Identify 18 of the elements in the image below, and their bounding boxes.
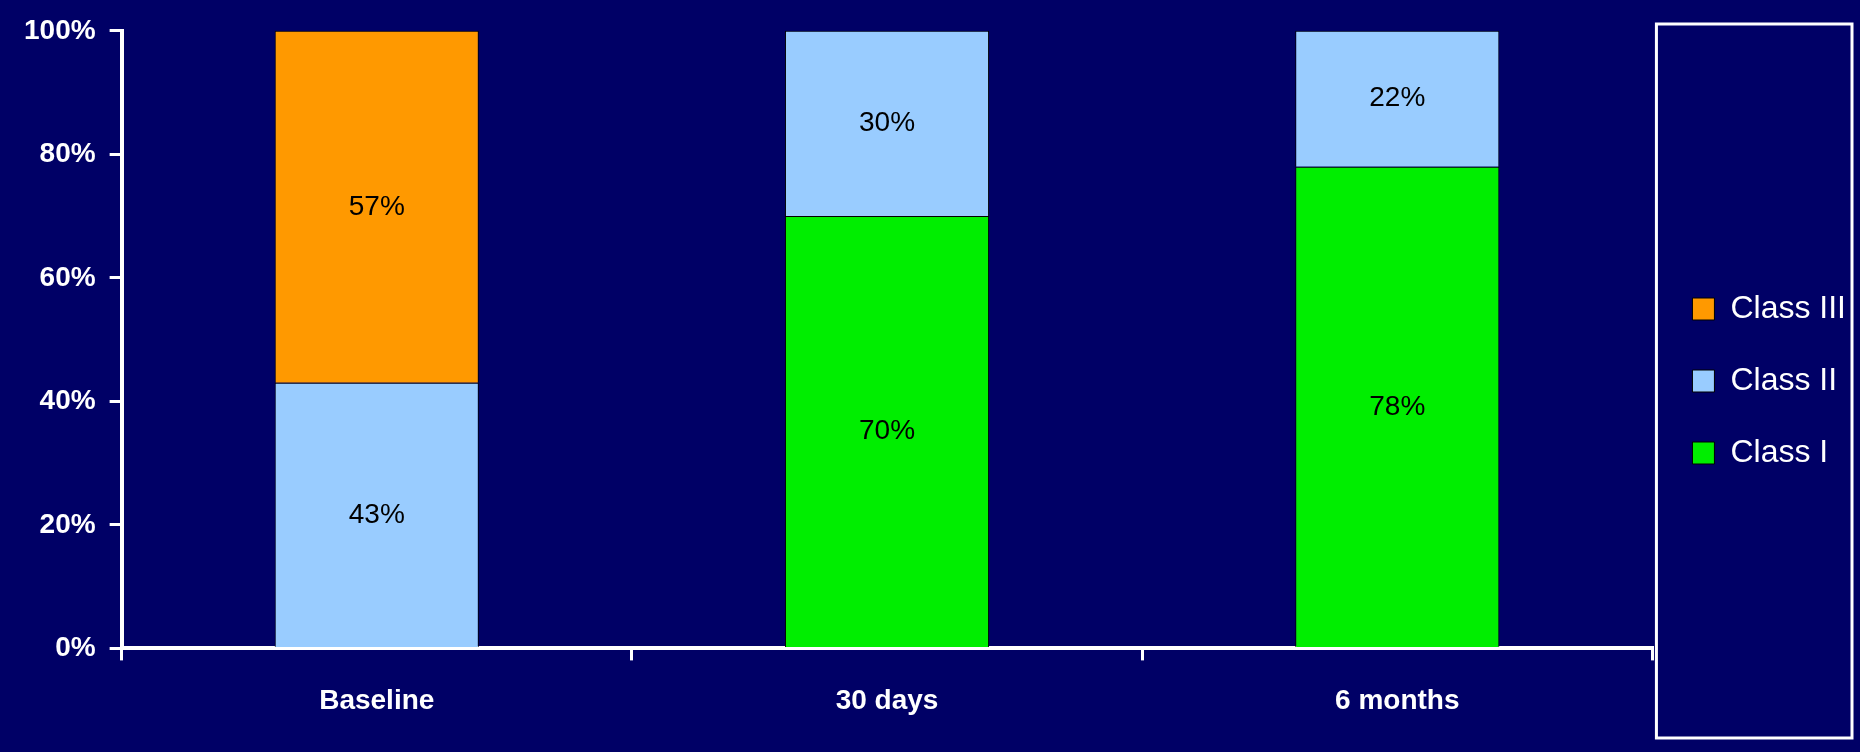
y-tick-label: 60% [39,260,96,292]
y-tick-label: 40% [39,384,96,416]
legend-label: Class III [1730,288,1846,325]
x-tick-label: Baseline [319,683,435,715]
data-label: 70% [858,414,916,446]
y-tick-label: 80% [39,137,96,169]
legend-label: Class II [1730,360,1838,397]
data-label: 78% [1369,389,1426,421]
legend-label: Class I [1730,432,1829,469]
y-tick-label: 100% [23,13,96,45]
x-tick-label: 6 months [1335,683,1460,715]
y-tick-label: 20% [39,507,96,539]
data-label: 30% [858,106,916,138]
data-label: 22% [1369,81,1426,113]
data-label: 43% [348,497,405,529]
data-label: 57% [348,189,405,221]
y-tick-label: 0% [55,631,96,663]
x-tick-label: 30 days [835,683,939,715]
